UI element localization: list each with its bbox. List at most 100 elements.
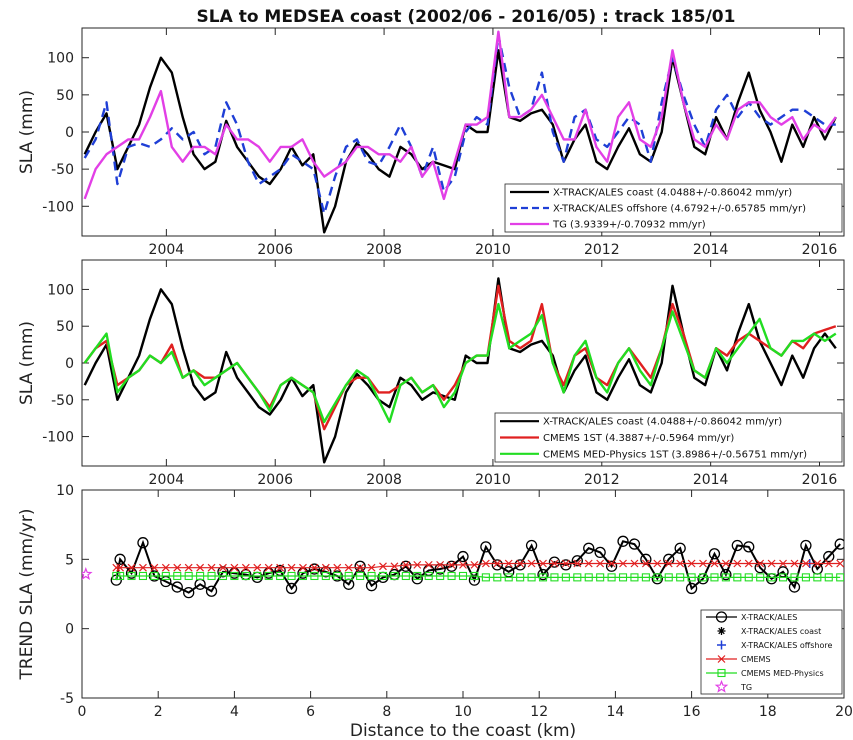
data-point bbox=[720, 568, 732, 581]
data-point bbox=[801, 573, 810, 582]
data-point bbox=[584, 559, 593, 568]
data-point bbox=[173, 571, 182, 581]
data-point bbox=[493, 559, 502, 568]
legend-marker bbox=[715, 611, 728, 623]
data-point bbox=[710, 559, 719, 568]
data-point bbox=[470, 560, 479, 569]
data-point bbox=[218, 571, 228, 581]
legend: X-TRACK/ALES X-TRACK/ALES coast X-TRACK/AL… bbox=[700, 609, 843, 695]
data-point bbox=[401, 571, 410, 581]
data-point bbox=[127, 563, 136, 572]
data-point bbox=[184, 563, 193, 572]
x-tick-label: 2 bbox=[154, 704, 163, 720]
data-point bbox=[171, 581, 183, 593]
x-tick-label: 2006 bbox=[257, 472, 293, 488]
data-point bbox=[767, 559, 776, 568]
data-point bbox=[253, 571, 262, 581]
data-point bbox=[630, 559, 639, 568]
data-point bbox=[378, 571, 388, 581]
data-point bbox=[114, 553, 126, 565]
data-point bbox=[537, 568, 549, 581]
data-point bbox=[767, 573, 776, 582]
data-point bbox=[457, 550, 469, 563]
data-point bbox=[344, 571, 353, 581]
data-point bbox=[253, 563, 262, 572]
data-point bbox=[299, 563, 307, 572]
x-tick-label: 2008 bbox=[366, 472, 402, 488]
data-point bbox=[321, 571, 330, 581]
legend-label: CMEMS bbox=[741, 655, 771, 664]
data-point bbox=[184, 571, 193, 581]
data-point bbox=[779, 559, 787, 568]
data-point bbox=[413, 571, 422, 581]
data-point bbox=[628, 538, 641, 550]
legend-label: TG bbox=[740, 683, 752, 692]
data-point bbox=[150, 571, 159, 581]
data-point bbox=[790, 559, 799, 568]
data-point bbox=[459, 560, 467, 569]
legend-marker bbox=[717, 668, 726, 678]
data-point bbox=[641, 559, 650, 568]
y-tick-label: -100 bbox=[42, 430, 74, 446]
data-point bbox=[653, 559, 662, 568]
legend-marker bbox=[717, 655, 726, 663]
data-point bbox=[287, 563, 296, 572]
data-point bbox=[367, 563, 376, 572]
data-point bbox=[276, 571, 285, 581]
data-point bbox=[470, 571, 479, 581]
x-tick-label: 0 bbox=[78, 704, 87, 720]
data-point bbox=[207, 563, 216, 572]
legend-box bbox=[504, 183, 843, 233]
data-point bbox=[584, 573, 593, 582]
data-point bbox=[539, 559, 547, 568]
data-point bbox=[161, 563, 170, 572]
y-tick-label: 0 bbox=[65, 622, 74, 638]
data-point bbox=[560, 559, 572, 571]
data-point bbox=[516, 559, 525, 568]
data-point bbox=[354, 560, 366, 572]
data-point bbox=[390, 571, 399, 581]
legend-label: TG (3.9339+/-0.70932 mm/yr) bbox=[552, 220, 706, 231]
data-point bbox=[344, 563, 353, 572]
data-point bbox=[676, 559, 685, 568]
x-tick-label: 2012 bbox=[584, 242, 620, 258]
data-point bbox=[790, 573, 799, 582]
data-point bbox=[607, 559, 616, 568]
series-line bbox=[83, 30, 837, 201]
legend-label: CMEMS MED-Physics 1ST (3.8986+/-0.56751 … bbox=[543, 449, 807, 460]
y-tick-label: 0 bbox=[65, 356, 74, 372]
data-point bbox=[424, 560, 433, 569]
data-point bbox=[823, 550, 835, 563]
data-point bbox=[685, 582, 698, 595]
data-point bbox=[436, 560, 445, 569]
data-point bbox=[834, 538, 844, 550]
data-point bbox=[365, 580, 378, 592]
data-point bbox=[468, 574, 481, 586]
data-point bbox=[504, 559, 513, 568]
y-tick-label: -5 bbox=[60, 691, 74, 707]
data-point bbox=[676, 573, 685, 582]
plot-area bbox=[83, 30, 837, 234]
data-point bbox=[219, 563, 227, 572]
data-point bbox=[664, 559, 673, 568]
data-point bbox=[445, 560, 458, 572]
data-point bbox=[710, 573, 719, 582]
y-tick-label: 5 bbox=[65, 552, 74, 568]
legend-marker bbox=[717, 627, 726, 635]
data-point bbox=[538, 573, 548, 582]
data-point bbox=[390, 562, 399, 571]
data-point bbox=[458, 571, 468, 581]
data-point bbox=[241, 563, 250, 572]
data-point bbox=[561, 559, 570, 568]
data-point bbox=[481, 573, 490, 582]
x-tick-label: 4 bbox=[230, 704, 239, 720]
x-tick-label: 2012 bbox=[584, 472, 620, 488]
data-point bbox=[196, 571, 205, 581]
data-point bbox=[731, 539, 743, 552]
data-point bbox=[447, 560, 456, 569]
data-point bbox=[112, 563, 121, 572]
data-point bbox=[481, 559, 490, 568]
data-point bbox=[161, 571, 170, 581]
data-point bbox=[687, 559, 696, 568]
